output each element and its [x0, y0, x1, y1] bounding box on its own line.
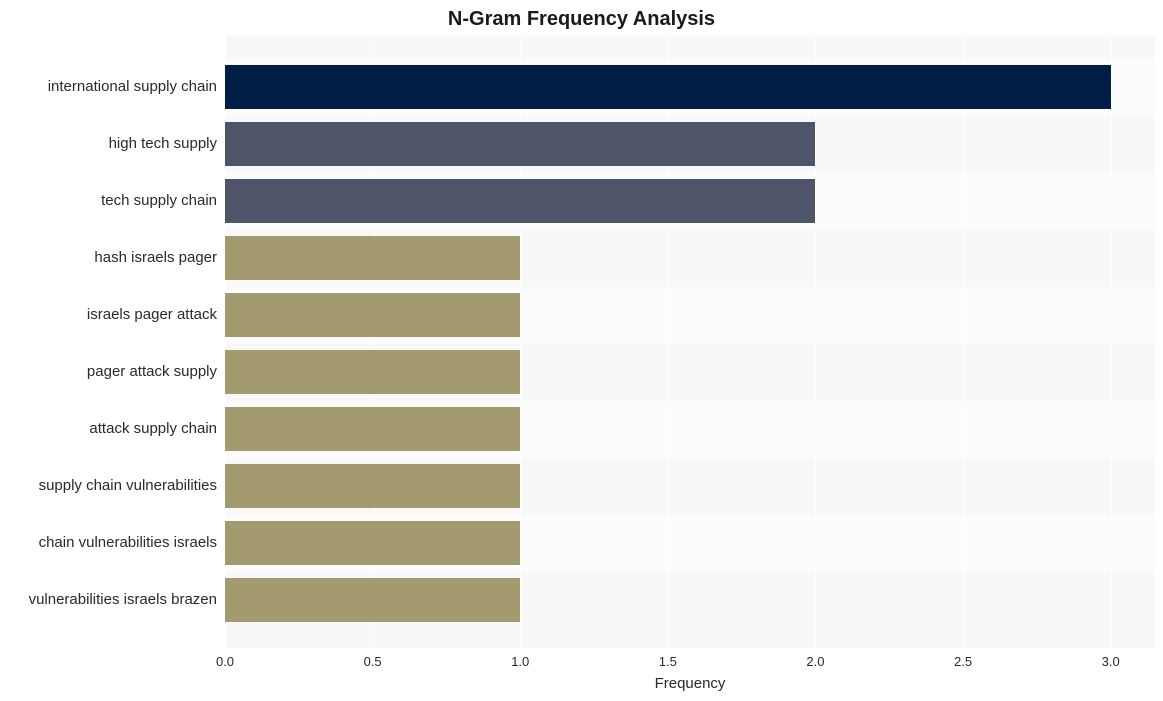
- x-tick-label: 2.5: [954, 654, 972, 669]
- y-tick-label: high tech supply: [109, 135, 217, 152]
- y-tick-label: tech supply chain: [101, 192, 217, 209]
- bar: [225, 293, 520, 337]
- gridline: [963, 36, 964, 648]
- x-tick-label: 2.0: [806, 654, 824, 669]
- bar: [225, 350, 520, 394]
- y-tick-label: israels pager attack: [87, 306, 217, 323]
- x-axis-label: Frequency: [225, 675, 1155, 692]
- x-tick-label: 1.5: [659, 654, 677, 669]
- bar: [225, 236, 520, 280]
- ngram-frequency-chart: N-Gram Frequency Analysis Frequency inte…: [0, 0, 1163, 701]
- y-tick-label: chain vulnerabilities israels: [39, 534, 217, 551]
- bar: [225, 407, 520, 451]
- gridline: [815, 36, 816, 648]
- y-tick-label: vulnerabilities israels brazen: [29, 591, 217, 608]
- chart-title: N-Gram Frequency Analysis: [0, 8, 1163, 31]
- bar: [225, 578, 520, 622]
- bar: [225, 122, 815, 166]
- gridline: [1111, 36, 1112, 648]
- bar: [225, 464, 520, 508]
- y-tick-label: supply chain vulnerabilities: [39, 477, 217, 494]
- bar: [225, 521, 520, 565]
- y-tick-label: hash israels pager: [94, 249, 217, 266]
- x-tick-label: 0.0: [216, 654, 234, 669]
- y-tick-label: international supply chain: [48, 78, 217, 95]
- x-tick-label: 1.0: [511, 654, 529, 669]
- x-tick-label: 3.0: [1102, 654, 1120, 669]
- x-tick-label: 0.5: [364, 654, 382, 669]
- y-tick-label: attack supply chain: [89, 420, 217, 437]
- bar: [225, 179, 815, 223]
- bar: [225, 65, 1111, 109]
- y-tick-label: pager attack supply: [87, 363, 217, 380]
- plot-area: [225, 36, 1155, 648]
